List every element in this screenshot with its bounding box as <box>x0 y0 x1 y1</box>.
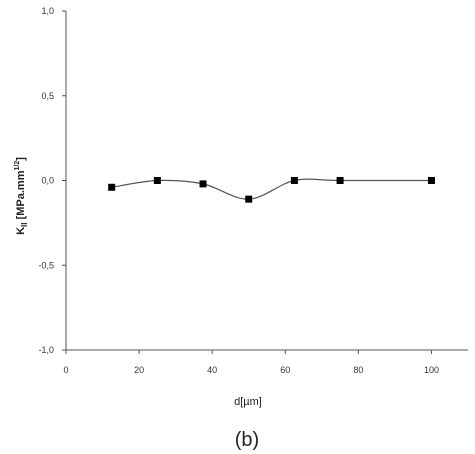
y-axis-title-sup: 1/2 <box>14 161 21 171</box>
x-axis-title: d[µm] <box>234 396 262 408</box>
panel-label: (b) <box>235 429 259 451</box>
x-tick-label: 0 <box>63 365 68 375</box>
y-tick-label: 0,5 <box>41 91 54 101</box>
data-point <box>427 177 435 184</box>
data-point <box>336 177 344 184</box>
x-tick-label: 100 <box>424 365 439 375</box>
x-ticks: 0 20 40 60 80 100 <box>63 350 439 375</box>
y-ticks: -1,0 -0,5 0,0 0,5 1,0 <box>38 6 66 355</box>
y-axis-title: KII [MPa.mm1/2] <box>14 157 29 235</box>
x-tick-label: 80 <box>353 365 363 375</box>
y-tick-label: -1,0 <box>38 345 54 355</box>
data-point <box>290 177 298 184</box>
y-axis-title-close: ] <box>15 157 27 161</box>
y-tick-label: -0,5 <box>38 260 54 270</box>
y-axis-title-sub: II <box>20 222 29 226</box>
data-point <box>199 180 207 188</box>
y-tick-label: 1,0 <box>41 6 54 16</box>
data-point <box>245 195 253 203</box>
data-point <box>108 183 116 191</box>
x-tick-label: 40 <box>207 365 217 375</box>
data-markers <box>108 177 435 203</box>
y-axis-title-k: K <box>15 227 27 235</box>
x-tick-label: 60 <box>280 365 290 375</box>
data-point <box>153 177 161 184</box>
y-axis-title-unit: [MPa.mm <box>15 170 27 222</box>
y-tick-label: 0,0 <box>41 176 54 186</box>
x-tick-label: 20 <box>134 365 144 375</box>
